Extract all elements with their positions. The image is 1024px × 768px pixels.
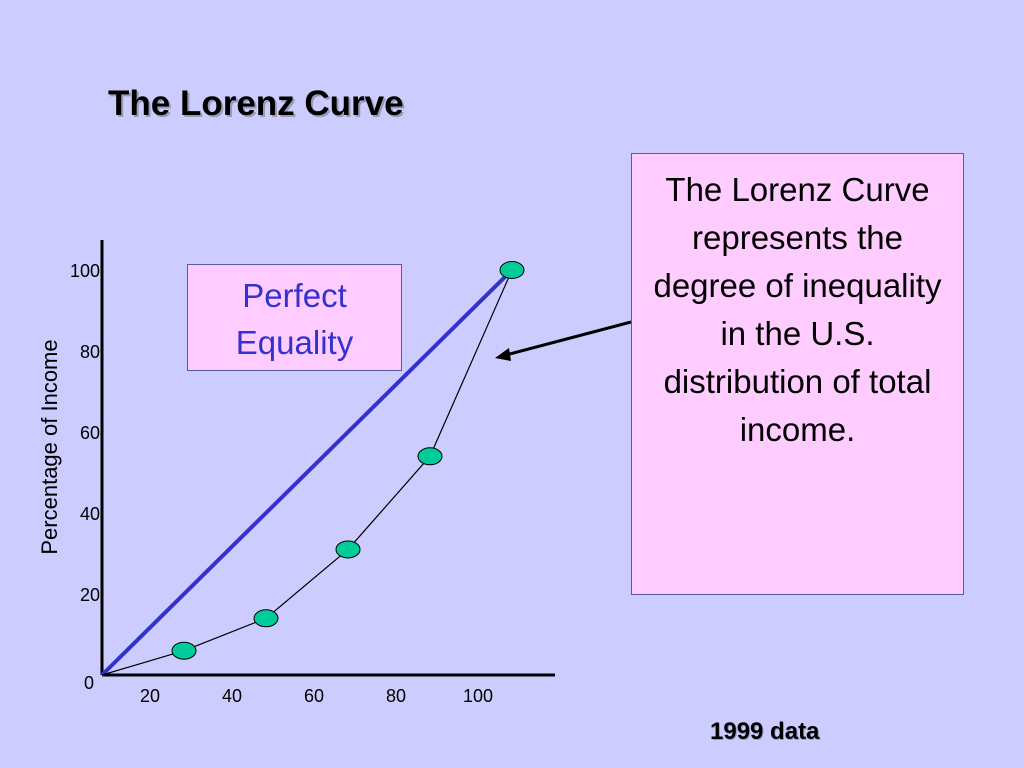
x-tick-label: 100	[463, 686, 493, 706]
tick-labels: 20 40 60 80 100 0 20 40 60 80 100	[70, 261, 493, 706]
perfect-equality-label-line2: Equality	[235, 324, 354, 361]
lorenz-data-point	[499, 261, 525, 279]
callout-box: The Lorenz Curve represents the degree o…	[631, 153, 964, 595]
lorenz-curve-line	[101, 269, 513, 676]
slide-title: The Lorenz Curve	[108, 84, 404, 123]
chart-markers	[171, 261, 525, 660]
callout-arrow-head	[495, 348, 511, 361]
callout-arrow-line	[505, 320, 632, 357]
lorenz-data-point	[253, 609, 279, 628]
perfect-equality-label-box: Perfect Equality	[187, 264, 402, 371]
y-tick-label: 40	[80, 504, 100, 524]
perfect-equality-line	[100, 268, 514, 677]
lorenz-data-point	[335, 540, 361, 559]
chart-axes	[100, 240, 555, 677]
y-axis-label: Percentage of Income	[37, 339, 62, 554]
chart-lines	[100, 268, 514, 677]
y-tick-label: 0	[84, 673, 94, 693]
perfect-equality-label-line1: Perfect	[242, 277, 347, 314]
y-tick-label: 60	[80, 423, 100, 443]
x-tick-label: 40	[222, 686, 242, 706]
x-tick-label: 80	[386, 686, 406, 706]
y-tick-label: 20	[80, 585, 100, 605]
x-tick-label: 60	[304, 686, 324, 706]
callout-text: The Lorenz Curve represents the degree o…	[653, 171, 942, 448]
data-year-footnote: 1999 data	[710, 718, 820, 745]
y-tick-label: 100	[70, 261, 100, 281]
x-tick-label: 20	[140, 686, 160, 706]
lorenz-data-point	[417, 447, 443, 466]
y-tick-label: 80	[80, 342, 100, 362]
lorenz-data-point	[171, 641, 197, 660]
